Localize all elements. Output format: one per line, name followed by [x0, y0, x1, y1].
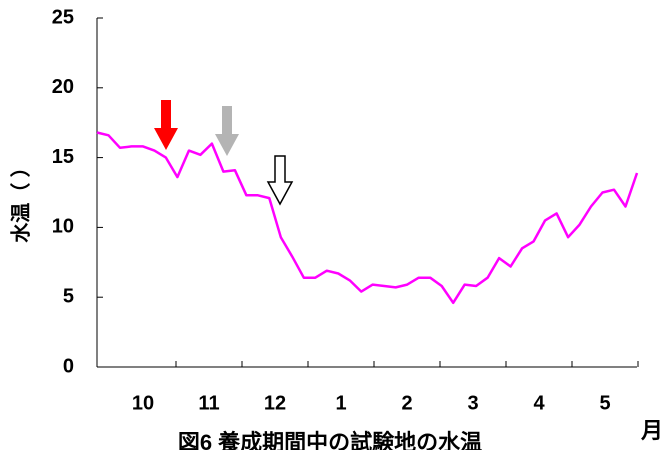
y-tick-label: 10: [52, 216, 74, 238]
x-tick-label: 2: [401, 392, 412, 414]
y-tick-label: 0: [63, 355, 74, 377]
x-unit: 月: [640, 418, 663, 443]
chart-title: 図6 養成期間中の試験地の水温: [178, 430, 482, 450]
x-tick-label: 10: [132, 392, 154, 414]
x-tick-label: 3: [467, 392, 478, 414]
x-tick-label: 11: [198, 392, 219, 414]
data-line: [96, 131, 639, 305]
x-tick-label: 4: [533, 392, 545, 414]
y-axis-label: 水温（ ）: [8, 157, 32, 243]
arrow-white: [266, 155, 294, 206]
arrow-gray: [215, 106, 239, 156]
x-tick-label: 1: [335, 392, 346, 414]
y-tick-label: 5: [63, 285, 74, 307]
arrow-red: [154, 100, 178, 150]
y-tick-label: 20: [52, 76, 74, 98]
arrows: [154, 100, 294, 206]
x-tick-label: 12: [264, 392, 286, 414]
y-tick-label: 25: [52, 6, 74, 28]
x-tick-label: 5: [599, 392, 610, 414]
y-tick-label: 15: [52, 146, 74, 168]
